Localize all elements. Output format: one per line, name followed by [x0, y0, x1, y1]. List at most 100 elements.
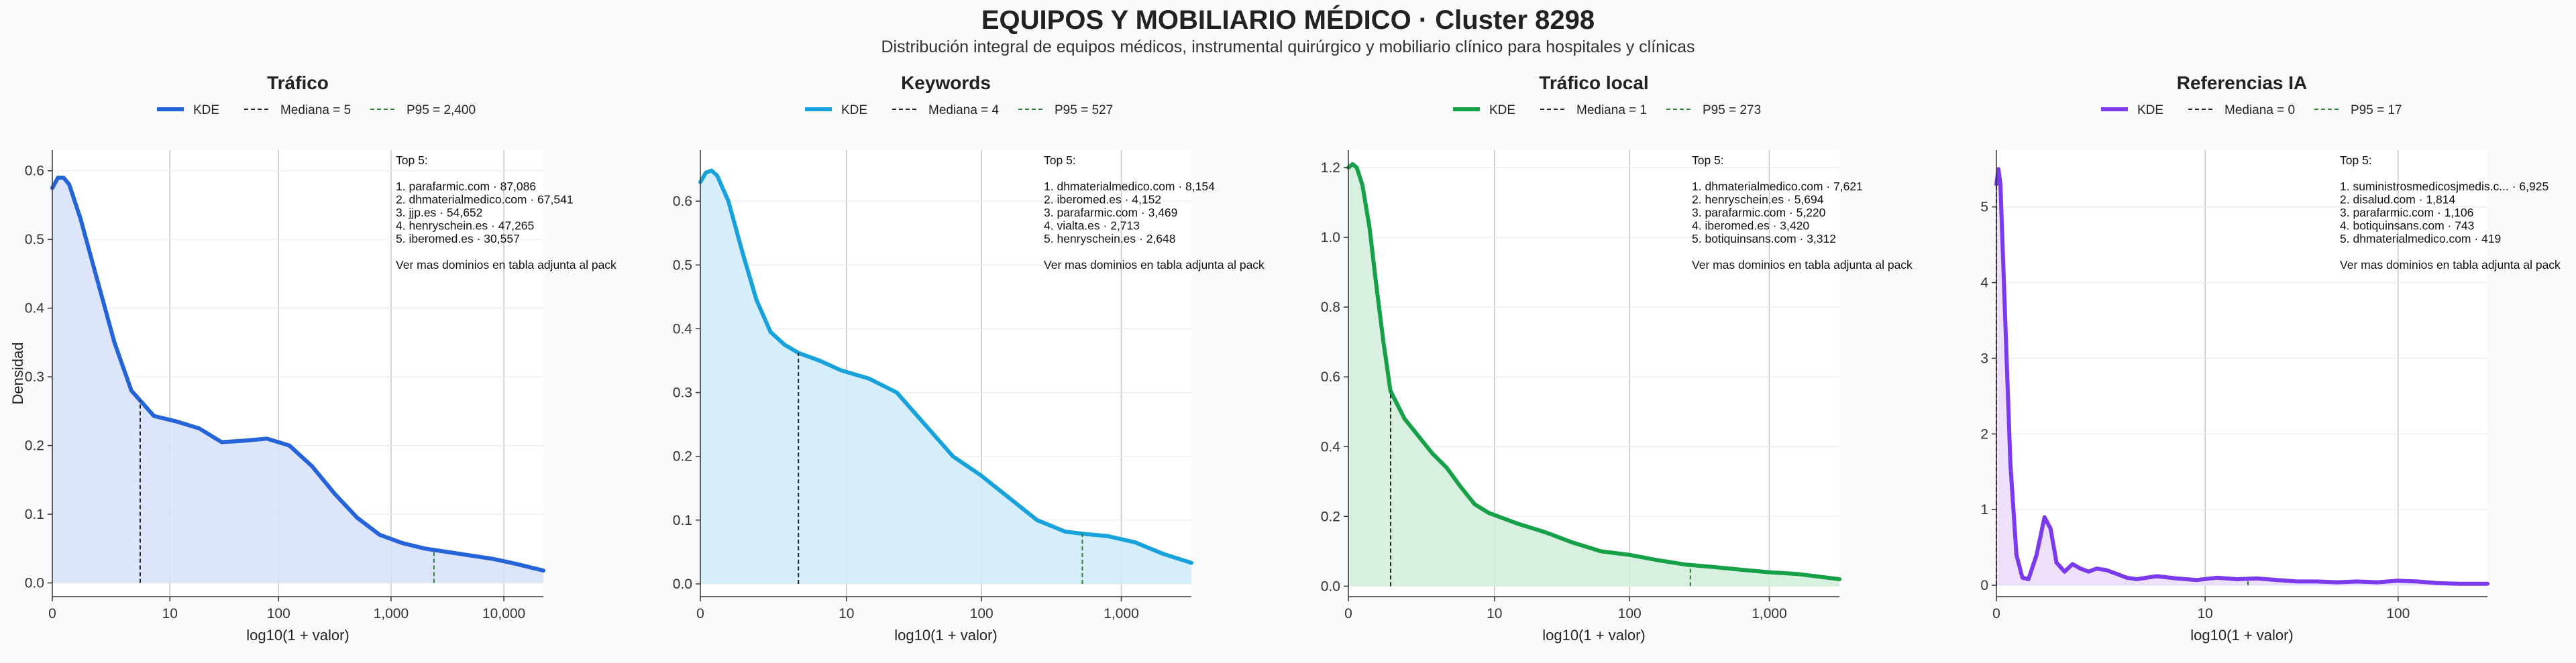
y-tick-label: 1.0 — [1321, 230, 1340, 245]
legend-kde-label: KDE — [2137, 103, 2163, 117]
kde-line — [1346, 162, 1841, 581]
y-tick-label: 0.2 — [25, 438, 44, 454]
y-tick-label: 0.5 — [673, 257, 692, 273]
page-title: EQUIPOS Y MOBILIARIO MÉDICO · Cluster 82… — [981, 5, 1595, 35]
kde-area — [1348, 164, 1839, 587]
legend-median-label: Mediana = 0 — [2224, 103, 2295, 117]
panel-title: Tráfico — [267, 72, 329, 93]
legend-kde-label: KDE — [841, 103, 867, 117]
x-tick-label: 1,000 — [1752, 606, 1787, 621]
x-tick-label: 10 — [839, 606, 854, 621]
legend-kde-label: KDE — [1489, 103, 1515, 117]
panel-title: Keywords — [901, 72, 991, 93]
top5-annotation-line: 4. henryschein.es · 47,265 — [396, 219, 534, 233]
top5-annotation-line: 5. botiquinsans.com · 3,312 — [1692, 232, 1836, 245]
y-tick-label: 0.8 — [1321, 300, 1340, 315]
legend-p95-label: P95 = 273 — [1703, 103, 1761, 117]
chart-panel-3: 0 10 100 1,000 0.0 0.2 0.4 0.6 0.8 1.0 1.2 log10(1 … — [1321, 72, 1913, 644]
page-subtitle: Distribución integral de equipos médicos… — [881, 38, 1695, 56]
kde-area — [1996, 169, 2487, 586]
y-tick-label: 1 — [1980, 502, 1988, 518]
x-tick-label: 100 — [2386, 606, 2410, 621]
y-tick-label: 0.0 — [673, 577, 692, 592]
kde-area — [52, 178, 543, 583]
y-axis-label: Densidad — [9, 343, 26, 405]
x-tick-label: 0 — [1344, 606, 1352, 621]
top5-annotation-line: 3. jjp.es · 54,652 — [396, 206, 482, 219]
top5-annotation-line: 5. henryschein.es · 2,648 — [1044, 232, 1176, 245]
x-tick-label: 10,000 — [482, 606, 525, 621]
y-tick-label: 0.5 — [25, 232, 44, 247]
y-tick-label: 0.4 — [1321, 439, 1341, 455]
x-tick-label: 100 — [970, 606, 994, 621]
top5-annotation-line: Ver mas dominios en tabla adjunta al pac… — [1044, 258, 1265, 272]
top5-annotation-line: 3. parafarmic.com · 3,469 — [1044, 206, 1177, 219]
top5-annotation-line: Ver mas dominios en tabla adjunta al pac… — [1692, 258, 1913, 272]
panel-title: Tráfico local — [1539, 72, 1648, 93]
y-tick-label: 0.2 — [673, 449, 692, 465]
y-tick-label: 0.4 — [25, 301, 45, 316]
top5-annotation-line: 2. iberomed.es · 4,152 — [1044, 193, 1161, 206]
top5-annotation-line: Top 5: — [2340, 154, 2372, 167]
legend-p95-label: P95 = 17 — [2351, 103, 2402, 117]
y-tick-label: 0.6 — [1321, 369, 1340, 385]
x-axis-label: log10(1 + valor) — [246, 627, 349, 644]
y-tick-label: 3 — [1980, 351, 1988, 366]
x-tick-label: 1,000 — [1104, 606, 1139, 621]
kde-line — [1994, 167, 2489, 586]
legend-p95-label: P95 = 2,400 — [407, 103, 476, 117]
y-tick-label: 2 — [1980, 426, 1988, 442]
top5-annotation-line: 5. iberomed.es · 30,557 — [396, 232, 520, 245]
x-axis-label: log10(1 + valor) — [894, 627, 997, 644]
top5-annotation-line: 4. vialta.es · 2,713 — [1044, 219, 1140, 233]
y-tick-label: 0 — [1980, 578, 1988, 593]
x-tick-label: 10 — [2197, 606, 2212, 621]
top5-annotation-line: Top 5: — [396, 154, 428, 167]
x-tick-label: 1,000 — [374, 606, 409, 621]
top5-annotation-line: 2. disalud.com · 1,814 — [2340, 193, 2455, 206]
chart-panel-1: 0 10 100 1,000 10,000 0.0 0.1 0.2 0.3 0.4 0.5 0.6 lo… — [9, 72, 616, 644]
top5-annotation-line: 2. dhmaterialmedico.com · 67,541 — [396, 193, 574, 206]
legend-median-label: Mediana = 4 — [928, 103, 1000, 117]
top5-annotation-line: 2. henryschein.es · 5,694 — [1692, 193, 1824, 206]
y-tick-label: 0.0 — [25, 576, 44, 591]
y-tick-label: 0.2 — [1321, 509, 1340, 524]
x-axis-label: log10(1 + valor) — [1542, 627, 1645, 644]
y-tick-label: 0.0 — [1321, 579, 1340, 594]
y-tick-label: 5 — [1980, 200, 1988, 215]
y-tick-label: 0.3 — [673, 385, 692, 401]
y-tick-label: 0.4 — [673, 321, 693, 337]
top5-annotation-line: 3. parafarmic.com · 5,220 — [1692, 206, 1826, 219]
kde-area — [700, 170, 1191, 584]
top5-annotation-line: 4. botiquinsans.com · 743 — [2340, 219, 2474, 233]
top5-annotation-line: Ver mas dominios en tabla adjunta al pac… — [396, 258, 616, 272]
legend-median-label: Mediana = 5 — [280, 103, 351, 117]
kde-line — [50, 176, 545, 573]
x-tick-label: 100 — [267, 606, 290, 621]
y-tick-label: 0.3 — [25, 369, 44, 385]
top5-annotation-line: 5. dhmaterialmedico.com · 419 — [2340, 232, 2501, 245]
x-tick-label: 0 — [1992, 606, 2000, 621]
y-tick-label: 0.1 — [25, 507, 44, 522]
kde-line — [698, 168, 1193, 565]
top5-annotation-line: Ver mas dominios en tabla adjunta al pac… — [2340, 258, 2561, 272]
x-tick-label: 0 — [48, 606, 56, 621]
panel-title: Referencias IA — [2177, 72, 2308, 93]
chart-panel-2: 0 10 100 1,000 0.0 0.1 0.2 0.3 0.4 0.5 0.6 log10(1 … — [673, 72, 1265, 644]
top5-annotation-line: 1. dhmaterialmedico.com · 8,154 — [1044, 180, 1215, 193]
legend-median-label: Mediana = 1 — [1576, 103, 1647, 117]
top5-annotation-line: 1. parafarmic.com · 87,086 — [396, 180, 536, 193]
x-tick-label: 100 — [1618, 606, 1642, 621]
plot-area — [1996, 150, 2487, 597]
x-axis-label: log10(1 + valor) — [2190, 627, 2293, 644]
chart-panel-4: 0 10 100 0 1 2 3 4 5 log10(1 + valor) Referencias … — [1980, 72, 2561, 644]
x-tick-label: 10 — [162, 606, 178, 621]
top5-annotation-line: 4. iberomed.es · 3,420 — [1692, 219, 1809, 233]
y-tick-label: 1.2 — [1321, 160, 1340, 176]
top5-annotation-line: 1. dhmaterialmedico.com · 7,621 — [1692, 180, 1863, 193]
legend-p95-label: P95 = 527 — [1055, 103, 1113, 117]
legend-kde-label: KDE — [193, 103, 219, 117]
y-tick-label: 4 — [1980, 276, 1988, 291]
y-tick-label: 0.1 — [673, 513, 692, 528]
top5-annotation-line: 1. suministrosmedicosjmedis.c... · 6,925 — [2340, 180, 2548, 193]
